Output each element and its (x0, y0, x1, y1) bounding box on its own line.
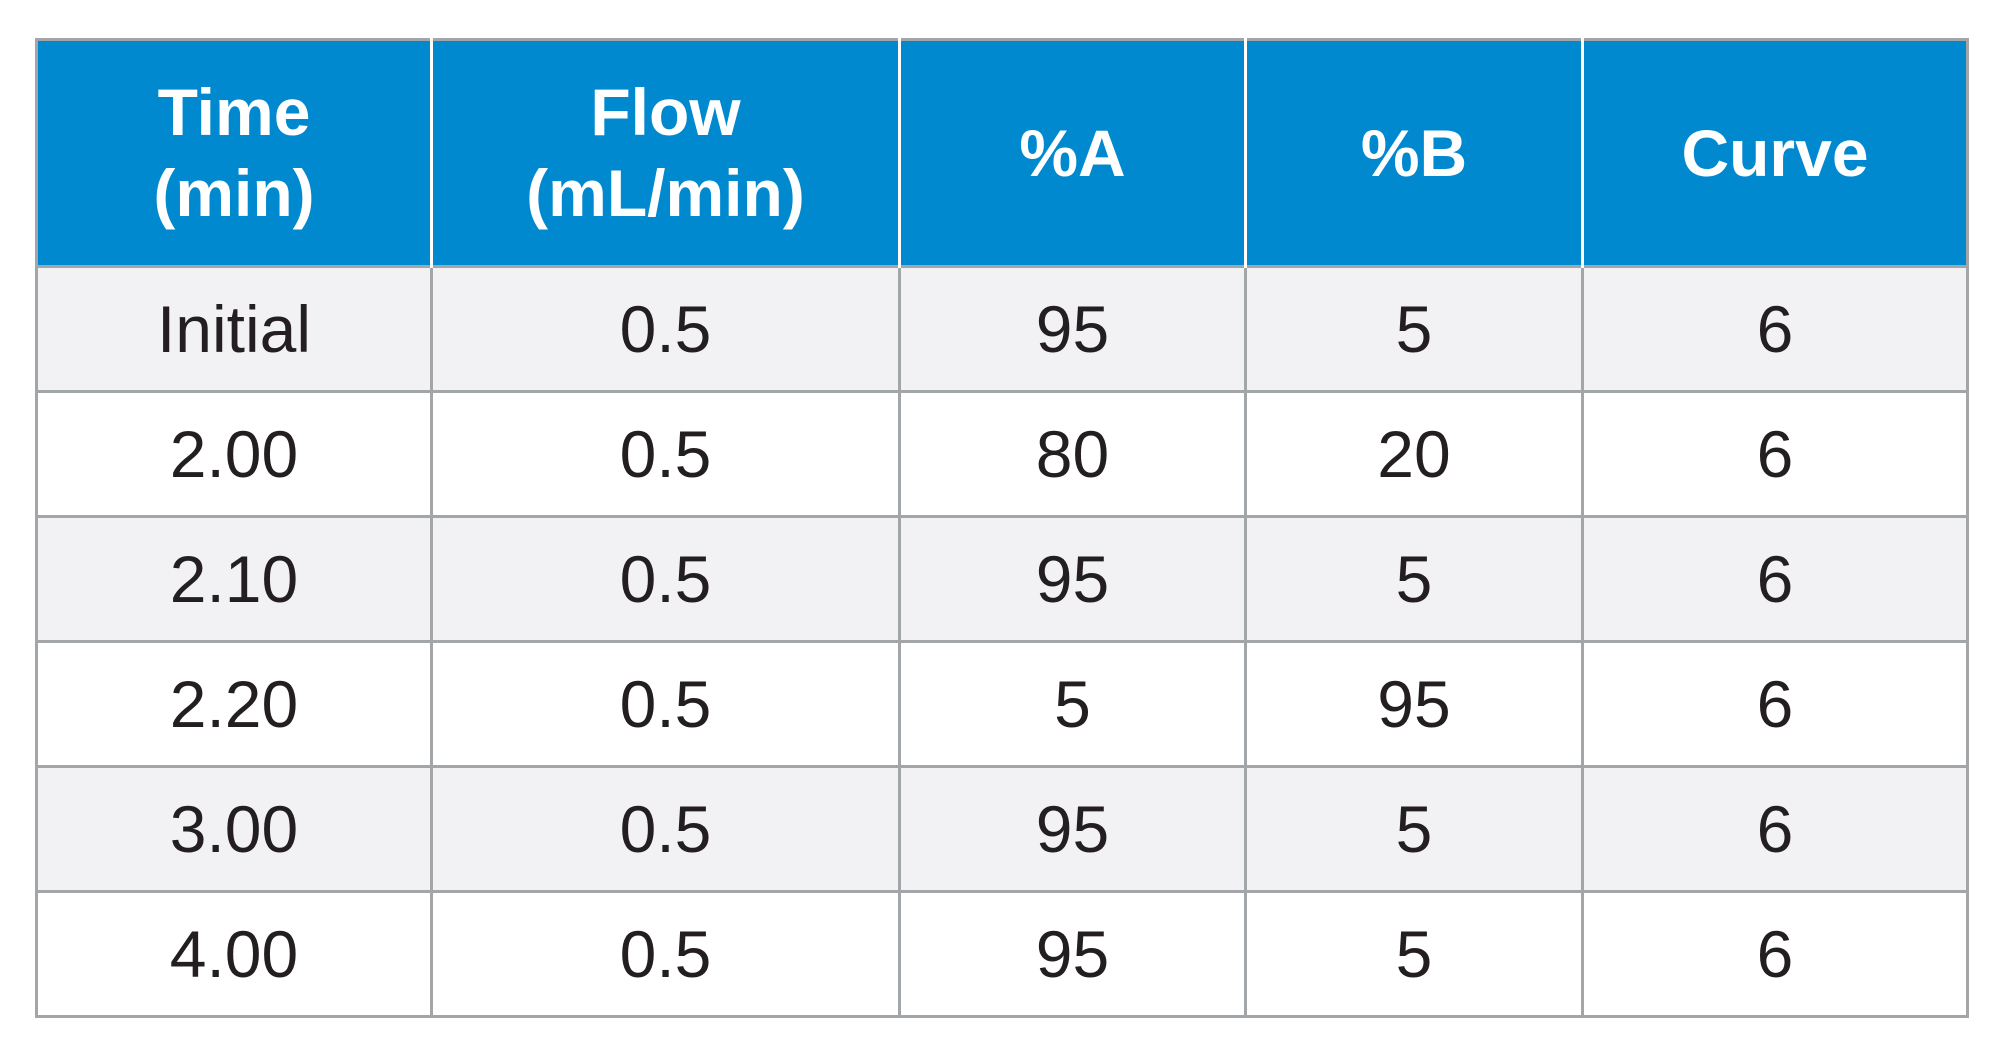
gradient-table: Time (min) Flow (mL/min) %A %B Curve (35, 38, 1969, 1018)
cell-percent-b: 20 (1244, 390, 1584, 518)
cell-percent-b: 95 (1244, 640, 1584, 768)
cell-time: Initial (35, 265, 433, 393)
table-row: 2.10 0.5 95 5 6 (35, 515, 1969, 643)
cell-percent-a: 80 (898, 390, 1247, 518)
cell-percent-a: 95 (898, 515, 1247, 643)
cell-percent-b: 5 (1244, 265, 1584, 393)
cell-percent-a: 5 (898, 640, 1247, 768)
table-row: 2.00 0.5 80 20 6 (35, 390, 1969, 518)
cell-percent-b: 5 (1244, 515, 1584, 643)
cell-flow: 0.5 (430, 890, 901, 1018)
column-header-percent-a-label: %A (1019, 115, 1126, 190)
column-header-percent-b: %B (1244, 39, 1583, 267)
cell-curve: 6 (1581, 265, 1969, 393)
cell-time: 2.00 (35, 390, 433, 518)
cell-curve: 6 (1581, 515, 1969, 643)
column-header-percent-a: %A (898, 39, 1246, 267)
cell-flow: 0.5 (430, 390, 901, 518)
column-header-flow-unit: (mL/min) (526, 156, 805, 230)
cell-time: 3.00 (35, 765, 433, 893)
table-row: Initial 0.5 95 5 6 (35, 265, 1969, 393)
cell-curve: 6 (1581, 890, 1969, 1018)
cell-time: 2.20 (35, 640, 433, 768)
column-header-curve-label: Curve (1681, 115, 1869, 190)
cell-curve: 6 (1581, 640, 1969, 768)
table-row: 3.00 0.5 95 5 6 (35, 765, 1969, 893)
column-header-time: Time (min) (36, 39, 432, 267)
table-row: 2.20 0.5 5 95 6 (35, 640, 1969, 768)
column-header-curve: Curve (1581, 39, 1968, 267)
cell-curve: 6 (1581, 765, 1969, 893)
gradient-table-container: Time (min) Flow (mL/min) %A %B Curve (35, 38, 1969, 1018)
cell-percent-a: 95 (898, 890, 1247, 1018)
column-header-flow: Flow (mL/min) (430, 39, 900, 267)
cell-time: 4.00 (35, 890, 433, 1018)
cell-time: 2.10 (35, 515, 433, 643)
cell-percent-b: 5 (1244, 765, 1584, 893)
column-header-time-unit: (min) (153, 156, 315, 230)
cell-percent-a: 95 (898, 265, 1247, 393)
table-row: 4.00 0.5 95 5 6 (35, 890, 1969, 1018)
column-header-time-label: Time (157, 75, 311, 150)
header-row: Time (min) Flow (mL/min) %A %B Curve (36, 39, 1968, 267)
cell-flow: 0.5 (430, 515, 901, 643)
cell-flow: 0.5 (430, 765, 901, 893)
column-header-flow-label: Flow (590, 75, 741, 150)
cell-flow: 0.5 (430, 265, 901, 393)
cell-flow: 0.5 (430, 640, 901, 768)
cell-percent-b: 5 (1244, 890, 1584, 1018)
cell-percent-a: 95 (898, 765, 1247, 893)
column-header-percent-b-label: %B (1360, 115, 1468, 190)
cell-curve: 6 (1581, 390, 1969, 518)
